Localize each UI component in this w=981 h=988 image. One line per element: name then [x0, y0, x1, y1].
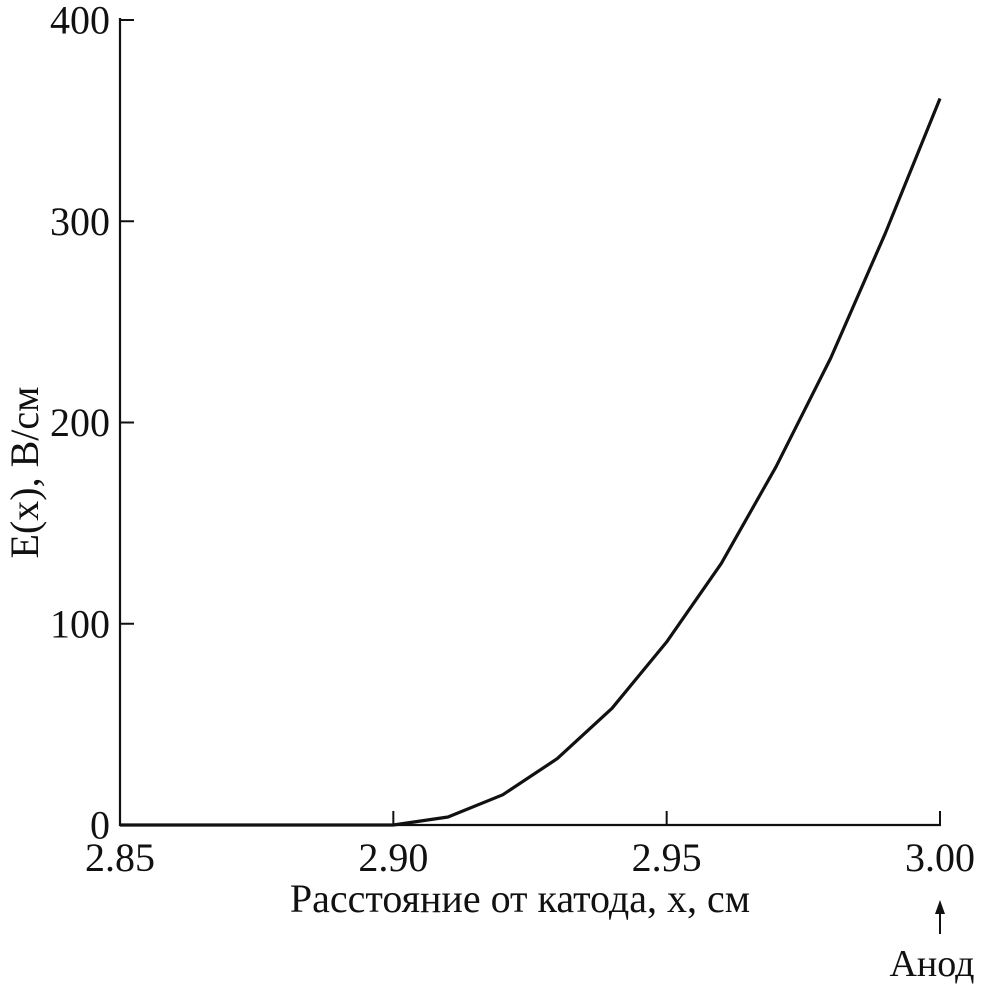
x-tick-label: 3.00 — [905, 835, 975, 880]
series — [120, 97, 942, 827]
x-tick-label: 2.85 — [85, 835, 155, 880]
x-axis-label: Расстояние от катода, x, см — [290, 876, 750, 921]
y-axis-label: E(x), В/см — [2, 387, 47, 559]
series-line — [120, 97, 942, 827]
annotation-label: Анод — [889, 943, 974, 985]
annotations: Анод — [889, 900, 975, 985]
y-tick-label: 400 — [50, 0, 110, 43]
labels: Расстояние от катода, x, см E(x), В/см — [2, 387, 750, 921]
y-tick-label: 100 — [50, 601, 110, 646]
y-tick-label: 300 — [50, 199, 110, 244]
y-tick-label: 0 — [90, 803, 110, 848]
y-tick-label: 200 — [50, 400, 110, 445]
ticks: 0 100 200 300 400 2.85 2.90 2.95 3.00 — [50, 0, 975, 880]
x-tick-label: 2.95 — [632, 835, 702, 880]
axes — [118, 18, 941, 827]
x-tick-label: 2.90 — [358, 835, 428, 880]
annotation-arrow-head — [935, 900, 945, 914]
